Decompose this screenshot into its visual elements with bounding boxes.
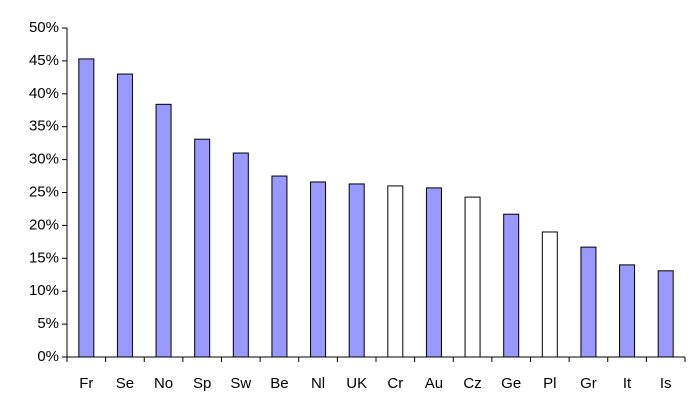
x-tick-label: Au bbox=[425, 375, 443, 392]
x-tick-label: Gr bbox=[580, 375, 597, 392]
bar bbox=[580, 246, 597, 358]
x-tick-label: Be bbox=[270, 375, 288, 392]
x-tick-label: UK bbox=[346, 375, 367, 392]
y-tick-label: 5% bbox=[37, 315, 59, 332]
bar bbox=[310, 181, 327, 358]
x-tick-label: It bbox=[623, 375, 632, 392]
bar bbox=[657, 270, 674, 358]
y-tick-label: 10% bbox=[29, 282, 59, 299]
x-tick-label: Cr bbox=[387, 375, 403, 392]
bar bbox=[541, 231, 558, 358]
y-tick-label: 45% bbox=[29, 52, 59, 69]
x-tick-label: Is bbox=[660, 375, 672, 392]
x-tick-label: No bbox=[154, 375, 173, 392]
bar bbox=[232, 152, 249, 358]
y-tick-label: 20% bbox=[29, 216, 59, 233]
x-tick-label: Pl bbox=[543, 375, 556, 392]
x-tick-label: Ge bbox=[501, 375, 521, 392]
x-tick-label: Sp bbox=[193, 375, 211, 392]
bar bbox=[387, 185, 404, 358]
y-tick-label: 35% bbox=[29, 118, 59, 135]
x-tick-label: Se bbox=[116, 375, 134, 392]
x-tick-label: Cz bbox=[463, 375, 481, 392]
bar bbox=[155, 103, 172, 358]
y-tick-label: 15% bbox=[29, 249, 59, 266]
y-tick-label: 40% bbox=[29, 85, 59, 102]
bar bbox=[194, 138, 211, 358]
y-tick-label: 50% bbox=[29, 19, 59, 36]
bar bbox=[271, 175, 288, 358]
x-tick-label: Nl bbox=[311, 375, 325, 392]
bar bbox=[464, 196, 481, 358]
y-tick-label: 30% bbox=[29, 151, 59, 168]
bar bbox=[425, 187, 442, 358]
bar bbox=[116, 73, 133, 358]
bar bbox=[619, 264, 636, 358]
y-tick-label: 25% bbox=[29, 183, 59, 200]
bar bbox=[503, 213, 520, 358]
x-tick-label: Fr bbox=[79, 375, 93, 392]
y-tick-label: 0% bbox=[37, 348, 59, 365]
bar bbox=[78, 58, 95, 358]
x-tick-label: Sw bbox=[230, 375, 251, 392]
bar bbox=[348, 183, 365, 358]
